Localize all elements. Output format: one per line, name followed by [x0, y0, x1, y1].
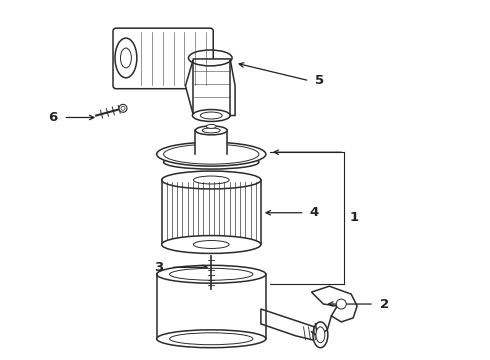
Polygon shape [157, 274, 266, 339]
Ellipse shape [162, 171, 261, 189]
Ellipse shape [196, 126, 227, 135]
Ellipse shape [157, 265, 266, 283]
Ellipse shape [121, 48, 131, 68]
Ellipse shape [316, 327, 325, 343]
Polygon shape [312, 286, 357, 322]
Ellipse shape [206, 125, 216, 129]
Ellipse shape [157, 330, 266, 348]
Text: 2: 2 [380, 297, 389, 311]
Ellipse shape [164, 144, 259, 164]
Text: 6: 6 [48, 111, 57, 124]
Ellipse shape [194, 240, 229, 248]
Text: 3: 3 [154, 261, 164, 274]
Text: 5: 5 [316, 74, 324, 87]
Ellipse shape [170, 333, 253, 345]
Polygon shape [185, 59, 235, 116]
Ellipse shape [193, 109, 230, 121]
Ellipse shape [170, 268, 253, 280]
Polygon shape [196, 130, 227, 154]
Ellipse shape [162, 235, 261, 253]
Text: 1: 1 [349, 211, 358, 224]
FancyBboxPatch shape [113, 28, 213, 89]
Ellipse shape [164, 155, 259, 169]
Ellipse shape [115, 38, 137, 78]
Polygon shape [194, 61, 230, 116]
Ellipse shape [202, 128, 220, 133]
Text: 4: 4 [310, 206, 319, 219]
Ellipse shape [194, 176, 229, 184]
Ellipse shape [157, 142, 266, 166]
Ellipse shape [313, 322, 328, 348]
Ellipse shape [200, 112, 222, 119]
Circle shape [119, 104, 127, 112]
Circle shape [336, 299, 346, 309]
Polygon shape [162, 180, 261, 244]
Polygon shape [261, 309, 320, 342]
